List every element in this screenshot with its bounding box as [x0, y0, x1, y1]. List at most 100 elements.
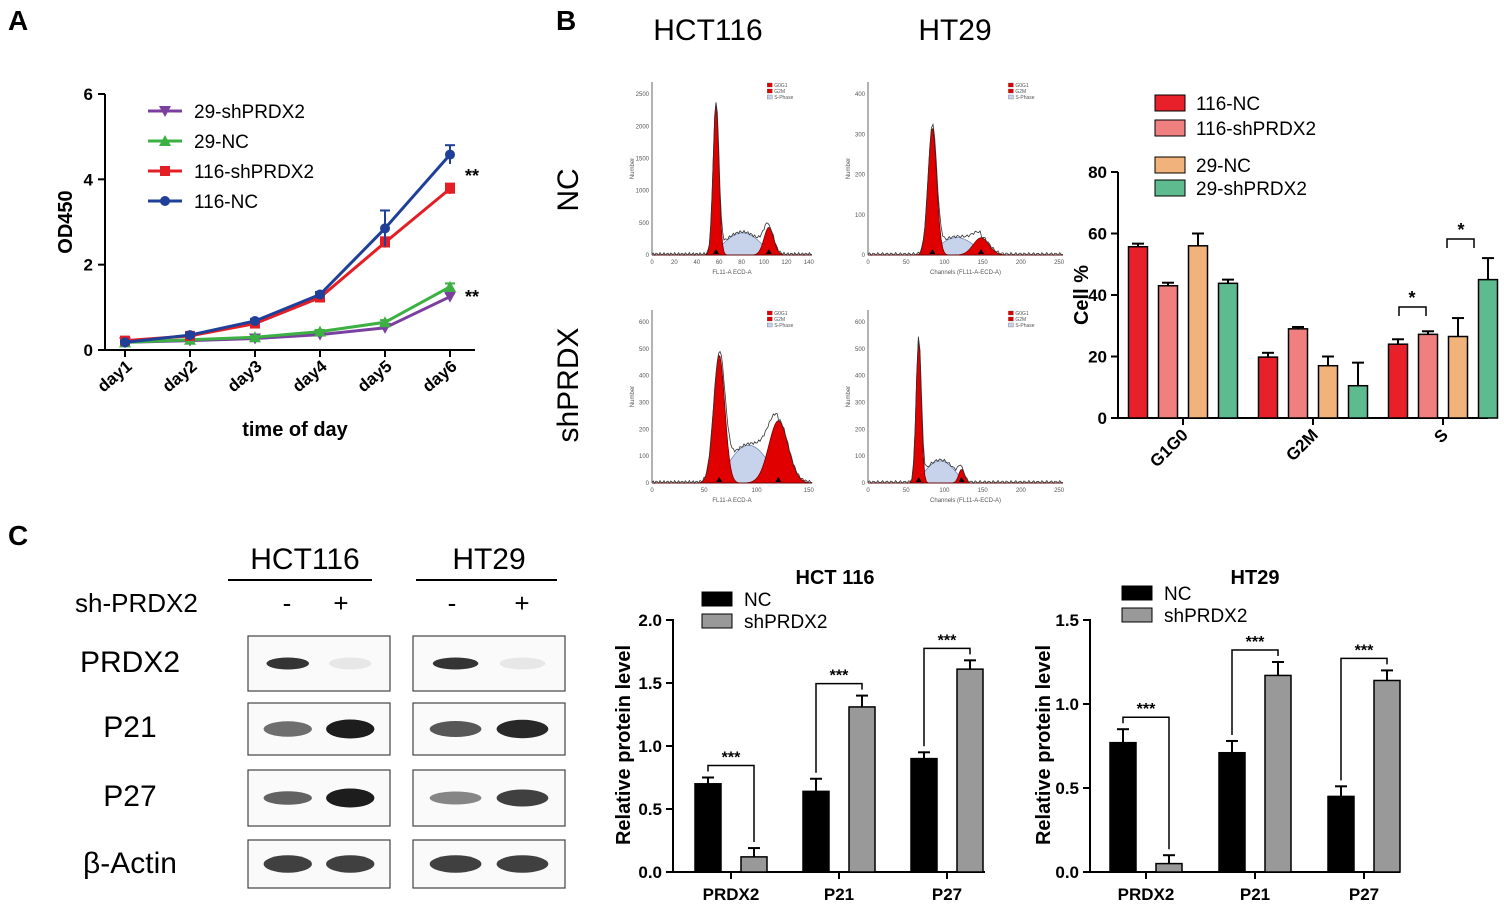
growth-point — [185, 330, 195, 341]
flow-y-tick-label: 600 — [855, 320, 866, 326]
growth-y-tick-label: 2 — [84, 256, 93, 275]
flow-g0g1-peak — [868, 127, 1063, 256]
flow-x-tick-label: 0 — [650, 488, 654, 494]
cellcycle-bar — [1157, 285, 1179, 419]
flow-x-tick-label: 0 — [866, 260, 870, 266]
cellcycle-bar — [1347, 384, 1369, 419]
blot-band — [328, 657, 372, 670]
flow-peak-marker — [978, 249, 985, 254]
blot-row-3: β-Actin — [83, 839, 566, 889]
cellcycle-bar — [1417, 333, 1439, 419]
flow-y-tick-label: 0 — [646, 253, 650, 259]
flow-y-tick-label: 2000 — [636, 124, 650, 130]
flow-cytometry-panel: HCT116 HT29 NC shPRDX 050010001500200025… — [552, 14, 1065, 504]
cellcycle-bar — [1447, 335, 1469, 419]
ht29-y-tick-label: 1.0 — [1055, 695, 1079, 714]
ht29-sig-bracket — [1122, 716, 1170, 850]
flow-g0g1-peak — [868, 338, 1063, 484]
flow-x-tick-label: 250 — [1054, 488, 1065, 494]
flow-peak-marker — [775, 477, 782, 482]
blot-row-0: PRDX2 — [80, 635, 566, 692]
cellcycle-bar — [1187, 245, 1209, 419]
flow-peak-marker — [716, 477, 723, 482]
flow-x-tick-label: 0 — [650, 260, 654, 266]
blot-band — [496, 789, 549, 807]
flow-legend-label: G2M — [1015, 89, 1026, 95]
cellcycle-y-tick-label: 40 — [1088, 286, 1107, 305]
hct116-sig-bracket — [707, 764, 755, 843]
flow-legend-label: G2M — [774, 317, 785, 323]
flow-y-tick-label: 400 — [639, 374, 650, 380]
blot-band — [263, 791, 312, 805]
cellcycle-legend-swatch — [1154, 94, 1186, 112]
flow-y-tick-label: 500 — [639, 347, 650, 353]
ht29-sig-label: *** — [1355, 642, 1374, 659]
hct116-legend-label: NC — [744, 590, 771, 611]
flow-y-tick-label: 0 — [862, 253, 866, 259]
flow-y-tick-label: 0 — [862, 481, 866, 487]
ht29-sig-label: *** — [1246, 634, 1265, 651]
ht29-bar — [1264, 674, 1292, 873]
hct116-y-tick-label: 1.5 — [638, 674, 662, 693]
flow-col-label-ht29: HT29 — [918, 14, 991, 47]
hct116-y-label: Relative protein level — [613, 645, 635, 845]
blot-band — [429, 721, 482, 737]
flow-legend-label: G2M — [774, 89, 785, 95]
growth-legend-label: 116-shPRDX2 — [194, 162, 314, 183]
flow-legend-label: S-Phase — [1015, 323, 1034, 329]
flow-y-axis-label: Number — [846, 386, 852, 407]
blot-protein-label: P27 — [103, 780, 156, 813]
blot-band — [429, 791, 482, 805]
growth-point — [120, 337, 130, 348]
flow-x-tick-label: 80 — [738, 260, 745, 266]
blot-lane-mark-4: + — [514, 588, 529, 618]
blot-band — [263, 855, 312, 873]
growth-line — [124, 153, 452, 344]
flow-peak-marker — [915, 477, 922, 482]
blot-lane-mark-1: - — [283, 588, 292, 618]
ht29-y-label: Relative protein level — [1033, 645, 1055, 845]
panel-letter-b: B — [556, 5, 576, 36]
growth-point — [315, 289, 325, 300]
ht29-bar — [1155, 862, 1183, 873]
cellcycle-y-tick-label: 0 — [1098, 409, 1107, 428]
blot-band — [263, 721, 312, 737]
flow-y-tick-label: 300 — [855, 132, 866, 138]
cellcycle-y-tick-label: 20 — [1088, 348, 1107, 367]
flow-x-tick-label: 100 — [752, 488, 763, 494]
flow-x-axis-label: FL11-A ECD-A — [712, 270, 751, 276]
hct116-chart-title: HCT 116 — [796, 567, 875, 589]
flow-x-tick-label: 50 — [903, 488, 910, 494]
flow-histogram-ht-sh: 0 100 200 300 400 500 600 0 50 100 150 200 250 Number… — [846, 310, 1065, 504]
growth-point — [445, 149, 455, 160]
flow-legend-swatch — [767, 322, 773, 328]
blot-band — [496, 719, 549, 739]
cellcycle-legend-swatch — [1154, 179, 1186, 197]
hct116-sig-bracket — [815, 682, 863, 773]
ht29-bar — [1373, 679, 1401, 873]
growth-point — [379, 316, 391, 328]
flow-x-tick-label: 60 — [716, 260, 723, 266]
flow-g2m-peak — [868, 237, 1063, 256]
ht29-legend-swatch — [1121, 585, 1153, 601]
growth-line — [124, 285, 451, 344]
blot-band — [326, 855, 375, 873]
flow-legend-label: S-Phase — [774, 323, 793, 329]
hct116-bar — [694, 783, 722, 873]
growth-point — [444, 280, 456, 292]
flow-x-axis-label: FL11-A ECD-A — [712, 498, 751, 504]
blot-band — [432, 657, 479, 670]
flow-g2m-peak — [868, 469, 1063, 484]
flow-legend-swatch — [1008, 322, 1014, 328]
flow-peak-marker — [765, 249, 772, 254]
blot-band — [496, 855, 549, 873]
cellcycle-legend-swatch — [1154, 119, 1186, 137]
flow-y-tick-label: 1000 — [636, 189, 650, 195]
flow-x-axis-label: Channels (FL11-A-ECD-A) — [930, 270, 1001, 276]
flow-y-tick-label: 1500 — [636, 156, 650, 162]
flow-legend-swatch — [1008, 94, 1014, 100]
cellcycle-sig-bracket-29 — [1446, 238, 1475, 248]
cellcycle-y-tick-label: 60 — [1088, 225, 1107, 244]
blot-row-2: P27 — [103, 769, 566, 827]
flow-y-tick-label: 100 — [855, 213, 866, 219]
